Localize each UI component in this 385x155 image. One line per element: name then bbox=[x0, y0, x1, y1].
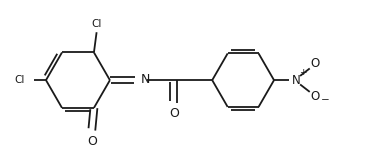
Text: N: N bbox=[140, 73, 150, 86]
Text: N: N bbox=[291, 74, 300, 87]
Text: −: − bbox=[321, 95, 330, 105]
Text: O: O bbox=[310, 57, 320, 70]
Text: +: + bbox=[300, 68, 307, 77]
Text: Cl: Cl bbox=[14, 75, 25, 85]
Text: Cl: Cl bbox=[91, 19, 102, 29]
Text: O: O bbox=[169, 107, 179, 120]
Text: O: O bbox=[310, 90, 320, 103]
Text: O: O bbox=[87, 135, 97, 148]
